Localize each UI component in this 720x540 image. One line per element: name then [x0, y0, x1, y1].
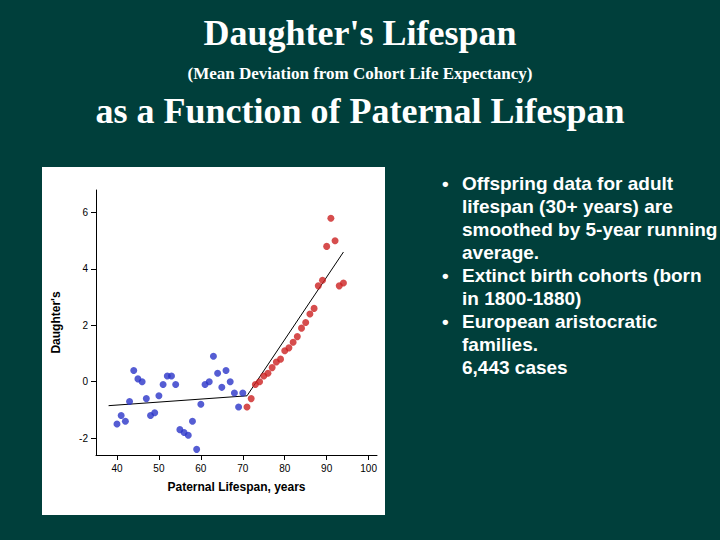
- svg-text:Paternal Lifespan, years: Paternal Lifespan, years: [167, 480, 305, 494]
- svg-text:90: 90: [321, 463, 333, 474]
- svg-text:-2: -2: [79, 433, 88, 444]
- svg-text:70: 70: [237, 463, 249, 474]
- html-text:(Mean Deviation from Cohort Li: (Mean Deviation from Cohort Life Expecta…: [187, 64, 533, 83]
- svg-text:Daughter's: Daughter's: [49, 291, 63, 354]
- svg-text:100: 100: [360, 463, 377, 474]
- svg-text:2: 2: [82, 320, 88, 331]
- html-text:Extinct birth cohorts (born in: Extinct birth cohorts (born in 1800-1880…: [462, 265, 702, 309]
- svg-text:40: 40: [111, 463, 123, 474]
- html-text:European aristocratic families: European aristocratic families. 6,443 ca…: [462, 311, 658, 378]
- svg-text:80: 80: [279, 463, 291, 474]
- html-text:Daughter's Lifespan: Daughter's Lifespan: [203, 13, 517, 53]
- svg-text:6: 6: [82, 207, 88, 218]
- svg-text:50: 50: [153, 463, 165, 474]
- svg-text:0: 0: [82, 376, 88, 387]
- html-text:as a Function of Paternal Life: as a Function of Paternal Lifespan: [95, 91, 625, 131]
- svg-text:60: 60: [195, 463, 207, 474]
- html-text:Offspring data for adult lifes: Offspring data for adult lifespan (30+ y…: [462, 173, 718, 263]
- svg-text:4: 4: [82, 263, 88, 274]
